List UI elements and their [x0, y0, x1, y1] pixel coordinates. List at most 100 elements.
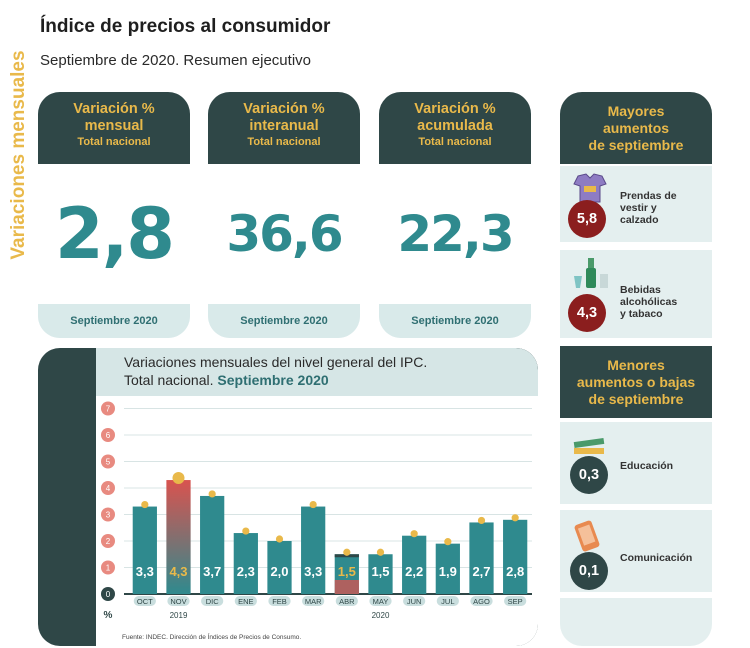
kpi-card-footer: Septiembre 2020: [379, 304, 531, 338]
kpi-card-line2: mensual: [84, 118, 144, 134]
side-panel-footer: [560, 598, 712, 646]
mayores-aumentos-panel: Mayores aumentos de septiembre: [560, 92, 712, 248]
menores-aumentos-panel: Menores aumentos o bajas de septiembre: [560, 346, 712, 418]
y-tick-marker: [101, 481, 115, 495]
y-tick-marker: [101, 428, 115, 442]
year-label: 2019: [170, 611, 188, 620]
kpi-card-header: Variación % interanual Total nacional: [208, 92, 360, 164]
x-tick-pill: [470, 596, 493, 606]
kpi-card-sub: Total nacional: [77, 136, 151, 148]
kpi-card-line2: interanual: [249, 118, 319, 134]
chart-title-line2: Total nacional. Septiembre 2020: [124, 372, 329, 388]
x-tick-label: ABR: [339, 597, 355, 606]
bar-value-label: 2,0: [270, 564, 288, 579]
bar-feb: [267, 541, 292, 594]
label-line: alcohólicas: [620, 296, 678, 308]
drinks-icon: [574, 258, 608, 288]
mayores-value-badge: 4,3: [568, 294, 606, 332]
bar-value-label: 2,3: [237, 564, 255, 579]
x-tick-pill: [167, 596, 190, 606]
label-line: vestir y: [620, 202, 657, 214]
y-tick-label: 0: [106, 590, 111, 599]
y-tick-label: 3: [106, 511, 111, 520]
kpi-card-sub: Total nacional: [418, 136, 492, 148]
chart-title-line1: Variaciones mensuales del nivel general …: [124, 354, 428, 370]
y-tick-label: 1: [106, 564, 111, 573]
x-tick-pill: [133, 596, 156, 606]
chart-title-bold: Septiembre 2020: [217, 372, 329, 388]
kpi-card-header: Variación % acumulada Total nacional: [379, 92, 531, 164]
menores-item-label: Comunicación: [620, 552, 693, 564]
x-tick-pill: [504, 596, 527, 606]
kpi-card-sub: Total nacional: [247, 136, 321, 148]
ipc-bar-chart: 0 1 2 3 4 5 6 7% 3,3 OCT 4,3 NOV 3,7 DIC 2,3 ENE 2,0 FEB 3…: [101, 401, 532, 621]
x-tick-label: MAY: [373, 597, 389, 606]
bar-jun: [402, 535, 427, 594]
x-tick-pill: [201, 596, 224, 606]
x-tick-pill: [436, 596, 459, 606]
chart-header: Variaciones mensuales del nivel general …: [96, 348, 538, 396]
y-unit-label: %: [104, 610, 113, 621]
x-tick-label: ENE: [238, 597, 253, 606]
menores-value-badge: 0,1: [570, 552, 608, 590]
bar-value-label: 1,9: [439, 564, 457, 579]
x-tick-pill: [403, 596, 426, 606]
x-tick-label: JUL: [441, 597, 454, 606]
kpi-card-acumulada: Variación % acumulada Total nacional 22,…: [379, 92, 531, 338]
bar-may: [368, 554, 393, 594]
kpi-card-mensual: Variación % mensual Total nacional 2,8 S…: [38, 92, 190, 338]
bar-nov: [166, 480, 191, 594]
y-tick-marker: [101, 401, 115, 416]
x-tick-label: SEP: [508, 597, 523, 606]
kpi-card-line1: Variación %: [243, 101, 325, 117]
bar-ene: [233, 533, 258, 594]
mayores-item-bebidas: 4,3 Bebidas alcohólicas y tabaco: [560, 250, 712, 338]
bar-min-base: [334, 580, 359, 594]
chart-source: Fuente: INDEC. Dirección de Índices de P…: [122, 634, 302, 641]
bar-value-label: 3,3: [136, 564, 154, 579]
page-subtitle: Septiembre de 2020. Resumen ejecutivo: [40, 52, 311, 69]
bar-value-label: 1,5: [371, 564, 389, 579]
bar-top-dot: [208, 490, 216, 498]
bar-top-dot: [242, 527, 250, 535]
x-tick-label: DIC: [206, 597, 220, 606]
mayores-title-line2: aumentos: [602, 120, 670, 136]
bar-jul: [435, 543, 460, 594]
bar-value-label: 4,3: [169, 564, 187, 579]
bar-value-label: 3,7: [203, 564, 221, 579]
y-tick-label: 4: [106, 484, 111, 493]
page-title: Índice de precios al consumidor: [40, 16, 331, 37]
kpi-value: 36,6: [226, 205, 343, 263]
y-tick-label: 6: [106, 431, 111, 440]
bar-top-dot: [309, 500, 317, 509]
y-tick-marker: [101, 507, 115, 522]
menores-item-comunicacion: 0,1 Comunicación: [560, 510, 712, 592]
menores-item-label: Educación: [620, 460, 674, 472]
x-tick-pill: [335, 596, 358, 606]
kpi-value: 2,8: [54, 193, 175, 275]
x-tick-label: NOV: [170, 597, 186, 606]
kpi-value: 22,3: [397, 205, 514, 263]
y-tick-marker: [101, 587, 115, 601]
mayores-header: Mayores aumentos de septiembre: [560, 92, 712, 164]
menores-title-line2: aumentos o bajas: [576, 374, 696, 390]
bar-value-label: 1,5: [338, 564, 356, 579]
menores-value-badge: 0,3: [570, 456, 608, 494]
bar-oct: [132, 506, 157, 594]
menores-title-line3: de septiembre: [588, 391, 684, 407]
chart-side-label: Variaciones mensuales: [8, 50, 29, 260]
menores-title-line1: Menores: [607, 357, 665, 373]
chart-title-plain: Total nacional.: [124, 372, 218, 388]
menores-header: Menores aumentos o bajas de septiembre: [560, 346, 712, 418]
bar-top-dot: [410, 530, 418, 538]
kpi-card-line1: Variación %: [73, 101, 155, 117]
mayores-item-label: Bebidas alcohólicas y tabaco: [620, 284, 677, 320]
bar-value-label: 2,8: [506, 564, 524, 579]
bar-top-dot: [275, 535, 284, 543]
bar-dic: [200, 495, 225, 594]
label-line: calzado: [620, 214, 659, 226]
x-tick-label: MAR: [305, 597, 322, 606]
bar-top-dot: [172, 472, 185, 485]
y-tick-marker: [101, 534, 115, 548]
bar-top-dot: [477, 516, 486, 525]
